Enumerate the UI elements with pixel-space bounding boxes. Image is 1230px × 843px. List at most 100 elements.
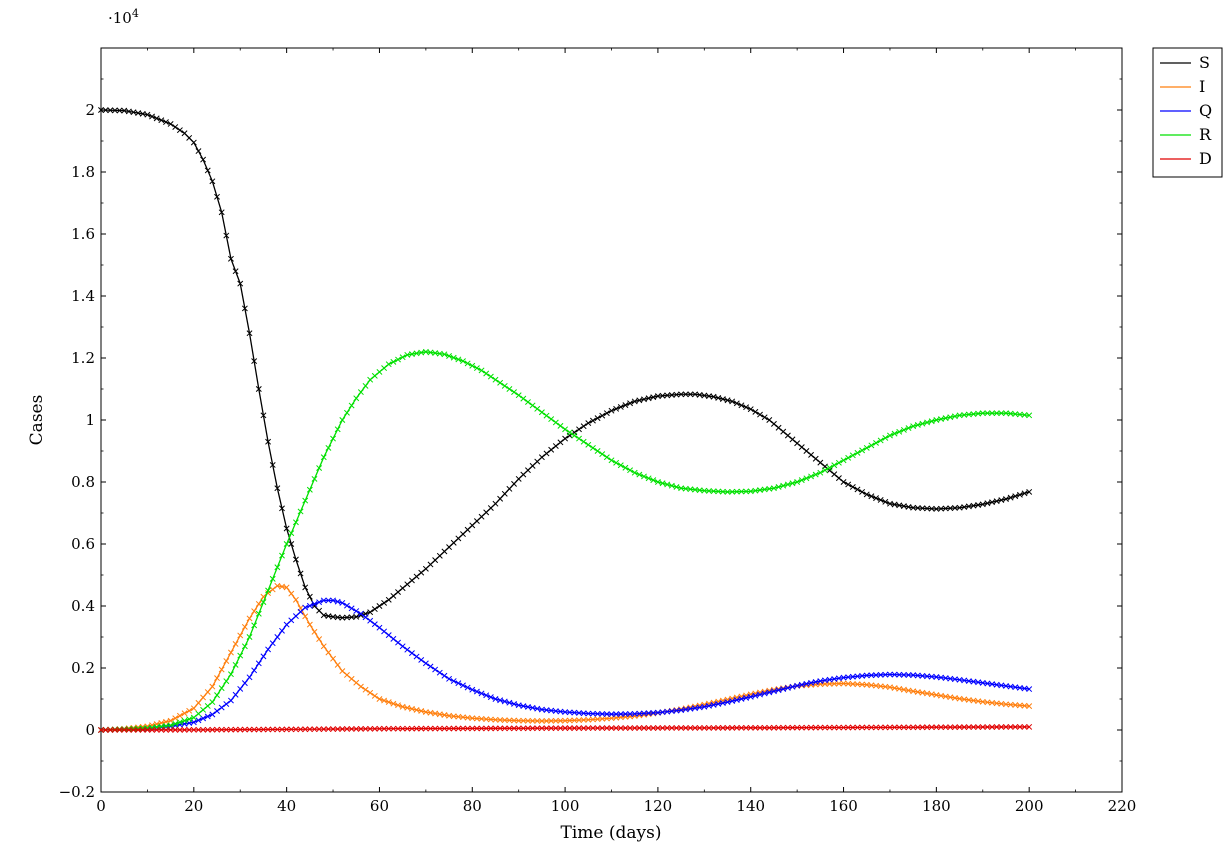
data-point [330,726,336,733]
data-point [701,703,708,710]
data-point [784,432,791,439]
data-point [910,504,917,511]
data-point [775,424,782,431]
data-point [808,724,815,731]
data-point [794,682,801,689]
data-point [497,697,504,704]
data-point [260,599,267,606]
data-point [339,417,346,423]
data-point [251,726,258,733]
data-point [255,726,262,733]
data-point [659,392,666,399]
data-point [390,635,397,642]
data-point [627,710,634,717]
data-point [566,709,573,716]
data-point [339,599,346,606]
data-point [947,724,954,731]
data-point [1003,683,1009,689]
data-point [557,422,564,429]
data-point [562,435,569,442]
x-tick-label: 120 [644,797,673,815]
data-point [641,710,647,717]
data-point [924,673,931,680]
data-point [176,719,183,726]
data-point [627,400,634,407]
data-point [529,402,536,409]
data-point [682,391,689,398]
data-point [868,672,875,679]
data-point [515,392,522,399]
data-point [274,634,281,640]
data-point [348,614,355,621]
data-point [149,113,156,120]
data-point [492,376,499,383]
data-point [116,727,123,733]
data-point [232,268,239,275]
data-point [933,692,940,698]
data-point [511,389,517,396]
data-point [534,405,541,412]
data-point [877,497,884,503]
data-point [608,711,615,718]
data-point [385,596,392,603]
data-point [172,726,179,733]
data-point [441,725,448,732]
data-point [181,717,188,724]
data-point [900,503,907,510]
data-point [617,404,624,410]
data-point [928,505,935,512]
data-point [478,725,485,732]
data-point [719,488,726,495]
data-point [260,653,267,660]
data-point [970,411,977,418]
data-point [227,255,234,262]
data-point [218,726,225,733]
data-point [687,391,694,398]
data-point [381,599,388,606]
data-point [780,724,787,731]
data-point [979,724,986,731]
data-point [218,666,225,673]
data-point [664,392,671,399]
data-point [450,678,457,684]
data-point [729,698,736,704]
data-point [789,436,796,443]
data-point [766,417,773,423]
data-point [835,675,842,682]
series-line [100,585,1030,731]
data-point [863,724,870,731]
data-point [706,487,712,494]
series-S [98,107,1033,621]
data-point [696,724,703,731]
data-point [232,661,239,668]
data-point [715,724,722,731]
data-point [357,612,364,619]
data-point [650,709,657,716]
data-point [859,724,866,731]
data-point [585,710,592,717]
data-point [757,724,763,731]
data-point [571,725,578,732]
data-point [566,725,573,732]
data-point [367,725,374,732]
data-point [835,475,842,482]
data-point [320,454,327,461]
data-point [367,689,374,696]
data-point [998,682,1005,689]
data-point [334,661,341,668]
data-point [910,688,917,695]
data-point [984,680,991,687]
data-point [877,671,884,678]
data-point [849,484,856,490]
data-point [525,725,531,732]
data-point [993,724,1000,730]
data-point [497,379,504,386]
data-point [135,726,142,733]
data-point [102,727,109,733]
data-point [650,477,657,484]
data-point [752,487,759,494]
data-point [181,130,188,137]
data-point [255,600,262,607]
data-point [190,719,197,726]
data-point [288,726,295,733]
